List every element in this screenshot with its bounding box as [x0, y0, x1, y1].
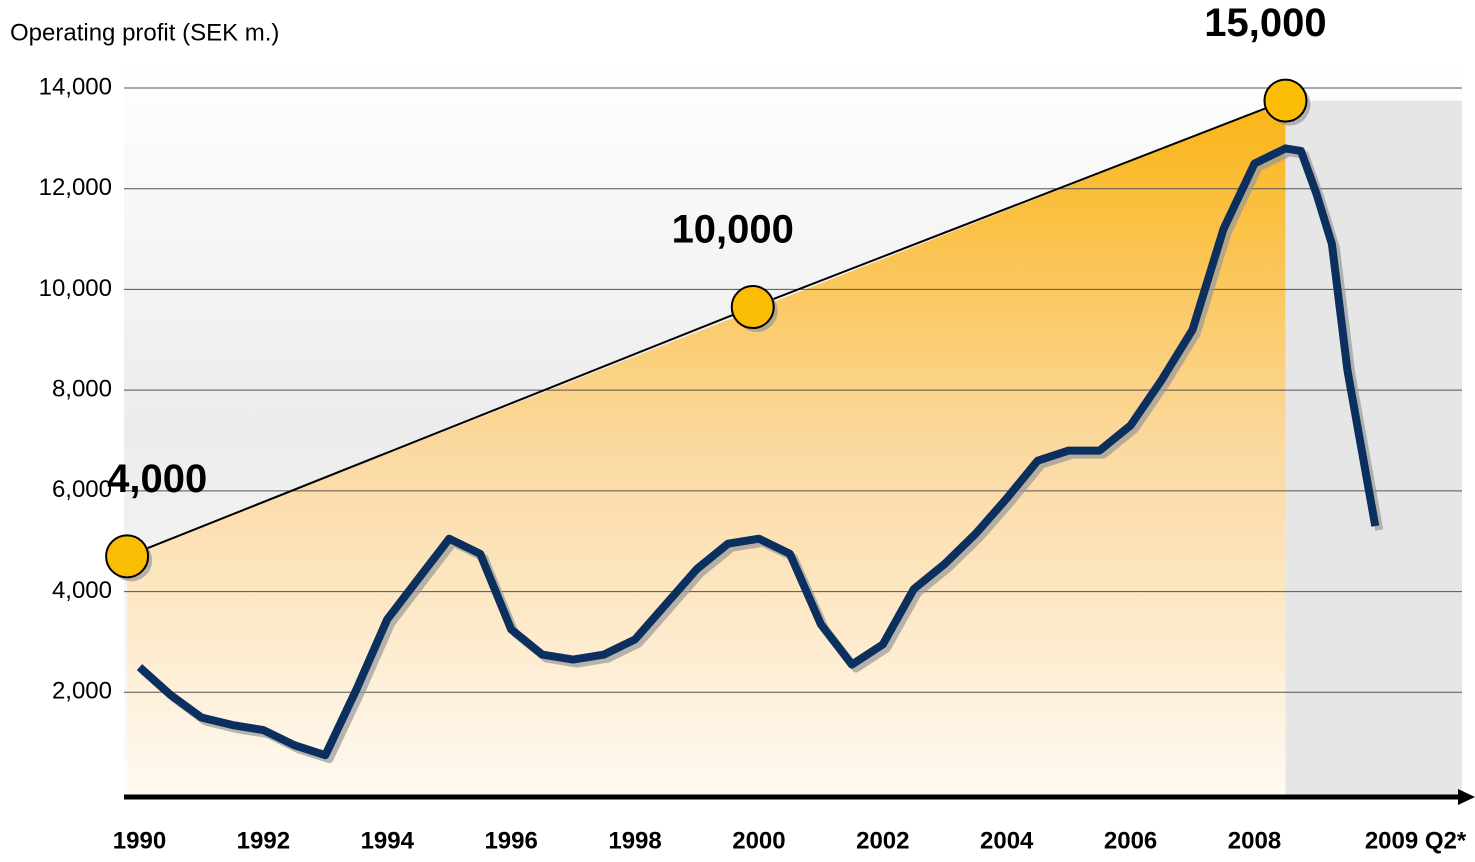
- x-axis-arrow: [1458, 789, 1475, 805]
- y-tick-label: 4,000: [52, 577, 112, 604]
- x-tick-label: 2009 Q2*: [1365, 827, 1467, 854]
- y-tick-label: 12,000: [39, 174, 112, 201]
- y-tick-label: 2,000: [52, 678, 112, 705]
- y-tick-label: 14,000: [39, 73, 112, 100]
- x-tick-label: 1996: [484, 827, 537, 854]
- target-marker: [730, 285, 775, 330]
- x-tick-label: 1990: [113, 827, 166, 854]
- x-tick-label: 2004: [980, 827, 1034, 854]
- x-tick-label: 1992: [237, 827, 290, 854]
- x-tick-label: 2008: [1228, 827, 1281, 854]
- x-tick-label: 1998: [608, 827, 661, 854]
- y-tick-label: 10,000: [39, 275, 112, 302]
- target-marker: [1263, 78, 1308, 123]
- annotation: 4,000: [107, 457, 207, 501]
- line: [136, 144, 1380, 760]
- target-area: [127, 100, 1286, 797]
- chart-title: Operating profit (SEK m.): [10, 19, 279, 46]
- annotation: 10,000: [672, 208, 794, 252]
- target-marker: [105, 534, 150, 579]
- y-tick-label: 8,000: [52, 375, 112, 402]
- y-tick-label: 6,000: [52, 476, 112, 503]
- x-tick-label: 2000: [732, 827, 785, 854]
- x-tick-label: 2002: [856, 827, 909, 854]
- annotation: 15,000: [1204, 1, 1326, 45]
- x-tick-label: 2006: [1104, 827, 1157, 854]
- forecast-shade: [1285, 100, 1462, 797]
- x-tick-label: 1994: [361, 827, 415, 854]
